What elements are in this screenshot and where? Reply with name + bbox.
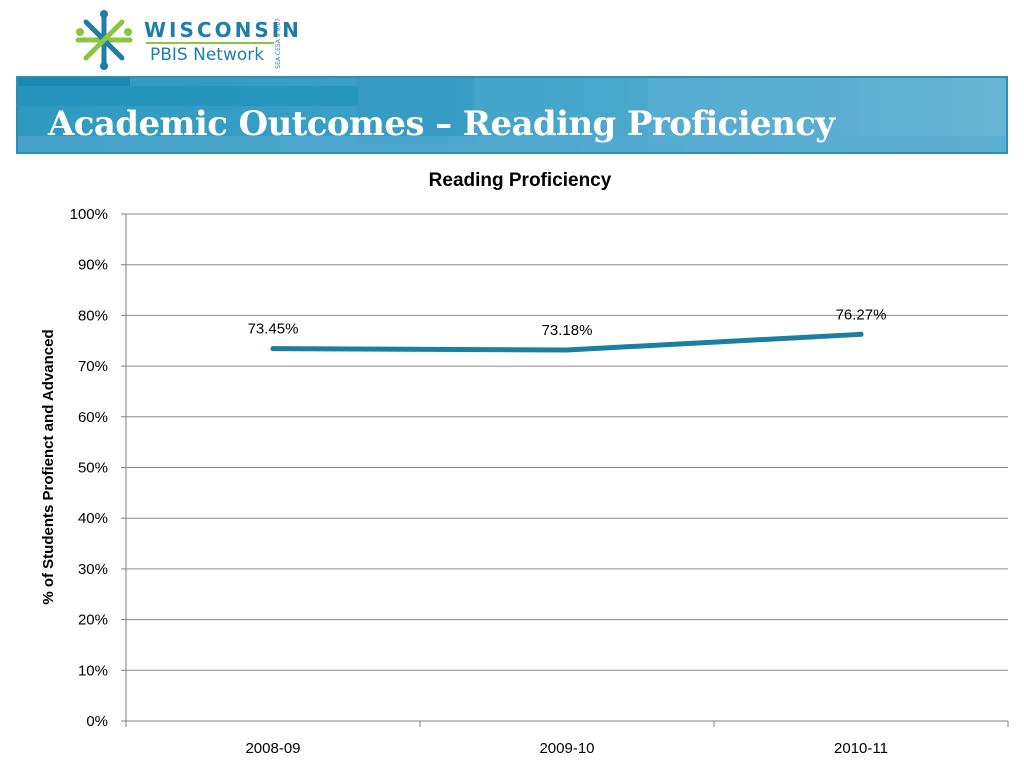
pbis-people-icon (75, 10, 133, 70)
chart-data-labels: 73.45% 73.18% 76.27% (248, 306, 887, 339)
y-axis-title: % of Students Profienct and Advanced (40, 329, 57, 604)
y-tick-label: 50% (78, 460, 108, 477)
y-axis-ticks: 0% 10% 20% 30% 40% 50% 60% 70% 80% 90% 100% (70, 206, 126, 730)
chart-title: Reading Proficiency (429, 170, 612, 191)
chart-gridlines (126, 213, 1008, 671)
title-banner: Academic Outcomes – Reading Proficiency (16, 76, 1008, 154)
page-title: Academic Outcomes – Reading Proficiency (48, 104, 835, 144)
data-point (270, 346, 276, 352)
x-axis-ticks: 2008-09 2009-10 2010-11 (125, 721, 1009, 757)
logo-side-text: SEA CESA 9 9/07 (275, 18, 282, 69)
logo-subtitle: PBIS Network (150, 45, 265, 65)
y-tick-label: 10% (78, 662, 108, 679)
x-tick-label: 2009-10 (539, 740, 594, 757)
y-tick-label: 0% (86, 713, 108, 730)
y-tick-label: 80% (78, 307, 108, 324)
data-point (858, 331, 864, 337)
x-tick-label: 2010-11 (834, 740, 888, 757)
chart-series (270, 331, 864, 353)
data-label: 73.45% (248, 321, 299, 338)
y-tick-label: 60% (78, 409, 108, 426)
y-tick-label: 100% (70, 206, 108, 223)
y-tick-label: 20% (78, 612, 108, 629)
x-tick-label: 2008-09 (245, 740, 300, 757)
data-label: 73.18% (542, 322, 593, 339)
y-tick-label: 40% (78, 510, 108, 527)
y-tick-label: 30% (78, 561, 108, 578)
y-tick-label: 70% (78, 358, 108, 375)
data-point (564, 347, 570, 353)
data-label: 76.27% (836, 306, 887, 323)
logo-title: WISCONSIN (144, 18, 302, 42)
reading-proficiency-chart: Reading Proficiency 0% 10% 20% 30% 40% 50% 60%… (40, 170, 1009, 757)
y-tick-label: 90% (78, 257, 108, 274)
